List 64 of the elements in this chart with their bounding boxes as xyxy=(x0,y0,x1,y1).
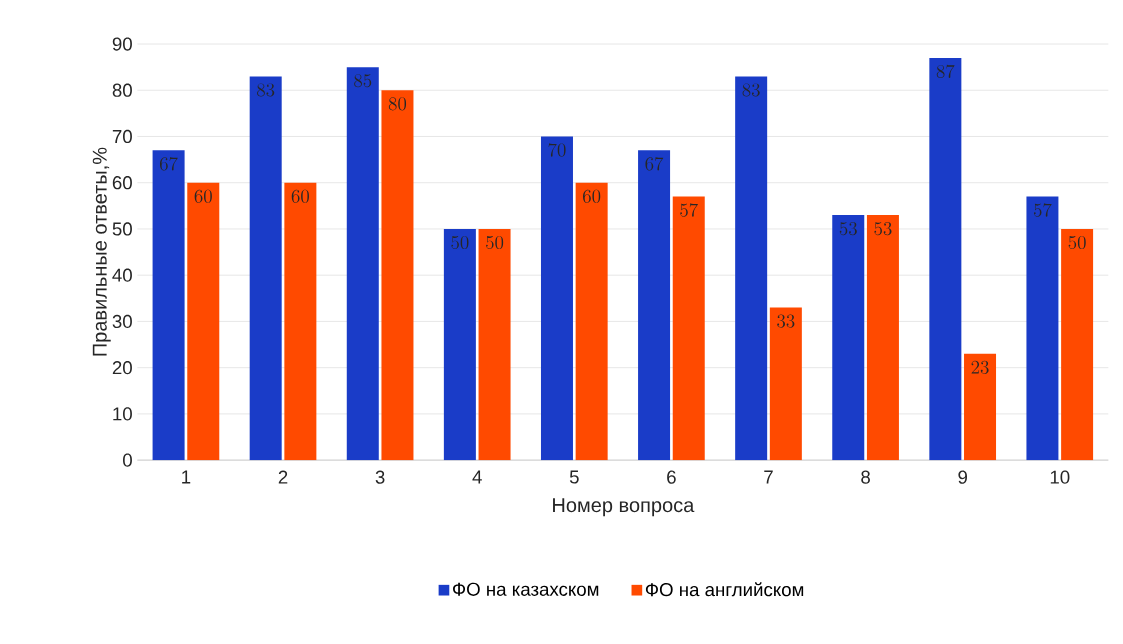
data-label: 60 xyxy=(583,189,601,203)
bar xyxy=(152,150,185,461)
bar xyxy=(832,214,865,461)
x-axis-title: Номер вопроса xyxy=(553,498,695,517)
bar xyxy=(929,57,962,461)
x-tick-label: 6 xyxy=(667,470,676,484)
data-label: 80 xyxy=(388,97,407,111)
bar xyxy=(638,150,671,461)
y-tick-label: 30 xyxy=(112,314,132,328)
bar xyxy=(964,353,997,461)
y-tick-label: 90 xyxy=(112,37,132,51)
data-label: 53 xyxy=(839,221,857,236)
bar xyxy=(672,196,705,461)
data-label: 67 xyxy=(159,157,178,171)
data-label: 83 xyxy=(257,83,275,97)
data-label: 57 xyxy=(680,203,698,217)
y-axis-title: Правильные ответы,% xyxy=(92,147,111,356)
y-tick-label: 0 xyxy=(123,453,132,467)
data-label: 85 xyxy=(354,74,372,88)
data-label: 67 xyxy=(645,157,664,171)
y-tick-label: 80 xyxy=(112,83,132,97)
y-tick-label: 60 xyxy=(112,176,132,190)
bar xyxy=(540,136,573,461)
legend-label: ФО на английском xyxy=(645,582,804,597)
y-tick-label: 50 xyxy=(112,222,132,236)
data-label: 53 xyxy=(874,221,892,236)
data-label: 60 xyxy=(194,189,212,203)
y-tick-label: 10 xyxy=(113,407,132,421)
data-label: 70 xyxy=(548,143,566,157)
bar xyxy=(1026,196,1059,461)
x-tick-label: 3 xyxy=(375,470,385,484)
data-label: 50 xyxy=(486,235,504,250)
data-label: 50 xyxy=(451,235,469,250)
data-label: 50 xyxy=(1068,235,1086,250)
y-tick-label: 70 xyxy=(112,129,132,144)
x-tick-label: 2 xyxy=(278,470,288,484)
x-tick-label: 1 xyxy=(182,470,191,484)
data-label: 60 xyxy=(291,189,309,203)
x-tick-label: 5 xyxy=(569,470,579,484)
bar xyxy=(735,76,768,461)
bar xyxy=(575,182,608,461)
legend-label: ФО на казахском xyxy=(453,582,599,596)
bar xyxy=(249,76,282,461)
bar xyxy=(284,182,317,461)
x-tick-label: 7 xyxy=(764,470,773,484)
bar xyxy=(769,307,802,461)
data-label: 83 xyxy=(742,83,760,97)
bar xyxy=(381,90,414,461)
data-label: 23 xyxy=(971,360,989,374)
y-tick-label: 40 xyxy=(112,268,132,282)
y-tick-label: 20 xyxy=(112,360,132,375)
bar xyxy=(443,228,476,461)
bar xyxy=(478,228,511,461)
x-tick-label: 4 xyxy=(472,470,482,484)
data-label: 33 xyxy=(777,314,795,328)
bar xyxy=(1061,228,1094,461)
x-tick-label: 10 xyxy=(1050,470,1070,484)
data-label: 87 xyxy=(936,64,955,78)
bar xyxy=(187,182,220,461)
bar xyxy=(346,67,379,461)
x-tick-label: 8 xyxy=(861,470,870,484)
data-label: 57 xyxy=(1033,203,1052,217)
x-tick-label: 9 xyxy=(958,470,967,484)
bar xyxy=(866,214,899,461)
